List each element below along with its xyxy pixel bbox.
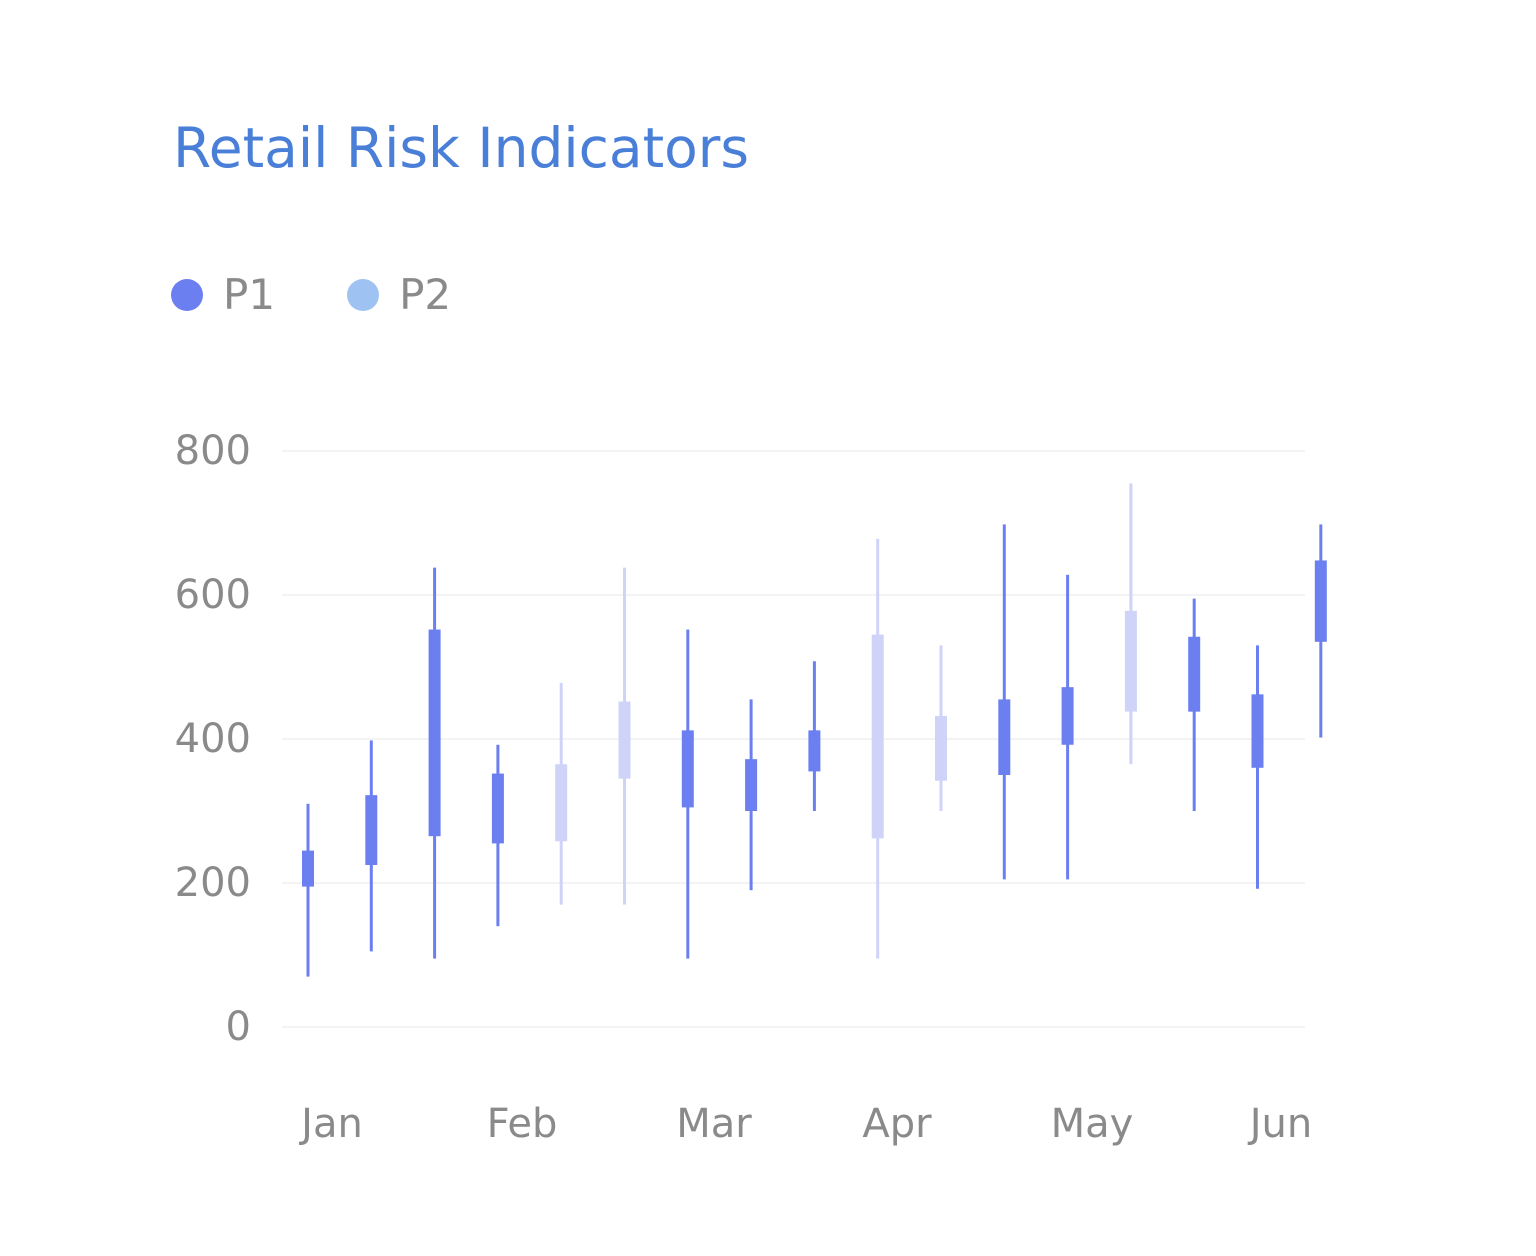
candle-body: [998, 699, 1011, 775]
candle: [618, 567, 631, 905]
candles: [302, 483, 1327, 977]
candle: [681, 629, 694, 959]
gridlines: [282, 450, 1305, 1028]
candle-body: [1061, 687, 1074, 745]
candle: [1124, 483, 1137, 765]
candle-body: [871, 634, 884, 839]
candle-wick: [306, 803, 310, 977]
candle: [555, 682, 568, 905]
chart-legend: P1 P2: [171, 270, 523, 319]
legend-label-p1: P1: [223, 270, 276, 319]
candle: [998, 524, 1011, 880]
x-tick-label-mar: Mar: [676, 1101, 752, 1147]
candle-body: [808, 730, 821, 772]
x-tick-label-jan: Jan: [298, 1101, 363, 1147]
y-tick-label-0: 0: [226, 1004, 251, 1050]
x-axis: Jan Feb Mar Apr May Jun: [298, 1101, 1312, 1147]
x-tick-label-apr: Apr: [862, 1101, 932, 1147]
candle-body: [1314, 560, 1327, 642]
y-axis: 0 200 400 600 800: [175, 428, 251, 1050]
y-tick-label-400: 400: [175, 716, 251, 762]
candle-body: [365, 795, 378, 865]
candle-body: [491, 773, 504, 844]
candle: [302, 803, 314, 977]
x-tick-label-may: May: [1051, 1101, 1134, 1147]
candle: [871, 538, 884, 959]
legend-item-p1[interactable]: P1: [171, 270, 275, 319]
y-tick-label-800: 800: [175, 428, 251, 474]
candle-body: [745, 759, 758, 811]
candle: [365, 740, 378, 952]
candle-body: [618, 701, 631, 779]
legend-swatch-p1: [171, 278, 203, 311]
candle: [1188, 598, 1201, 811]
chart-title: Retail Risk Indicators: [173, 116, 750, 180]
x-tick-label-feb: Feb: [487, 1101, 558, 1147]
y-tick-label-600: 600: [175, 572, 251, 618]
candle-body: [935, 715, 947, 781]
candle: [745, 699, 758, 891]
candle-body: [555, 764, 568, 842]
candle-body: [302, 850, 314, 887]
candle-body: [1124, 610, 1137, 712]
candle: [1251, 645, 1264, 889]
candle-body: [681, 730, 694, 808]
legend-swatch-p2: [347, 278, 380, 311]
legend-label-p2: P2: [399, 270, 452, 319]
candle-body: [1188, 636, 1201, 712]
candle-body: [428, 629, 441, 837]
candle: [491, 744, 504, 927]
candle: [935, 645, 947, 811]
candle: [428, 567, 441, 959]
x-tick-label-jun: Jun: [1247, 1101, 1313, 1147]
candle: [1314, 524, 1327, 738]
y-tick-label-200: 200: [175, 860, 251, 906]
candle: [1061, 574, 1074, 880]
candle-body: [1251, 694, 1264, 768]
candle: [808, 661, 821, 811]
legend-item-p2[interactable]: P2: [347, 270, 451, 319]
